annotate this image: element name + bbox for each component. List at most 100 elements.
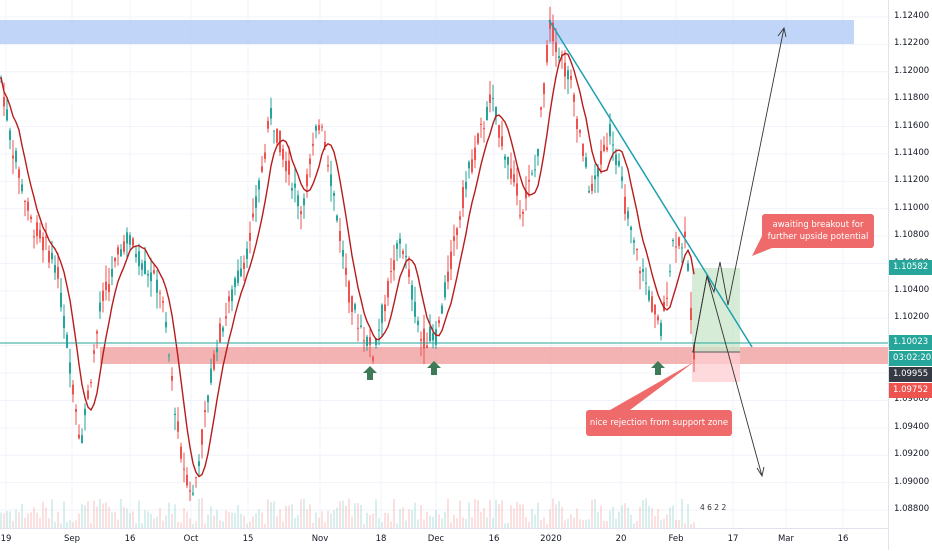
volume-bar: [252, 516, 254, 528]
candle-body: [255, 196, 257, 208]
candle-body: [459, 216, 461, 220]
candle-body: [468, 161, 470, 169]
volume-bar: [480, 512, 482, 528]
volume-bar: [282, 521, 284, 528]
time-axis[interactable]: [0, 528, 888, 551]
price-axis[interactable]: [888, 0, 932, 550]
volume-bar: [357, 503, 359, 528]
candle-body: [390, 271, 392, 273]
price-tick-label: 1.11000: [894, 202, 930, 213]
volume-bar: [384, 512, 386, 528]
candle-body: [177, 421, 179, 432]
candle-body: [45, 236, 47, 238]
candle-body: [288, 160, 290, 175]
rejection-note[interactable]: nice rejection from support zone: [586, 410, 732, 436]
volume-bar: [528, 521, 530, 528]
candle-body: [111, 268, 113, 277]
chart-canvas[interactable]: [0, 0, 888, 528]
volume-bar: [288, 505, 290, 528]
candle-body: [522, 211, 524, 214]
volume-bar: [315, 512, 317, 528]
candle-body: [375, 338, 377, 346]
price-tick-label: 1.11400: [894, 147, 930, 158]
candle-body: [183, 468, 185, 470]
volume-bar: [549, 509, 551, 528]
breakout-note[interactable]: awaiting breakout for further upside pot…: [762, 214, 874, 248]
volume-bar: [504, 523, 506, 528]
volume-bar: [69, 520, 71, 528]
candle-body: [147, 273, 149, 276]
candle-body: [366, 336, 368, 346]
candle-body: [210, 368, 212, 383]
volume-bar: [573, 517, 575, 528]
volume-bar: [459, 500, 461, 528]
volume-bar: [372, 513, 374, 528]
candle-body: [60, 292, 62, 308]
volume-bar: [489, 499, 491, 528]
volume-bar: [96, 506, 98, 528]
time-tick-label: Nov: [311, 534, 329, 544]
volume-bar: [78, 513, 80, 528]
bullish-arrowhead: [777, 26, 787, 38]
volume-bar: [429, 515, 431, 528]
candle-body: [336, 215, 338, 221]
volume-bar: [543, 517, 545, 528]
candle-body: [234, 278, 236, 288]
volume-bar: [192, 523, 194, 528]
volume-bar: [558, 501, 560, 528]
candle-body: [432, 333, 434, 341]
price-tick-label: 1.12200: [894, 38, 930, 49]
candle-body: [492, 97, 494, 99]
candle-body: [114, 257, 116, 262]
volume-bar: [273, 501, 275, 528]
candle-body: [138, 251, 140, 267]
volume-bar: [525, 517, 527, 528]
volume-bar: [684, 523, 686, 528]
volume-bar: [465, 519, 467, 528]
candle-body: [429, 326, 431, 342]
candle-body: [690, 307, 692, 321]
volume-bar: [423, 519, 425, 528]
volume-bar: [291, 504, 293, 528]
volume-bar: [567, 518, 569, 528]
volume-bar: [396, 523, 398, 528]
volume-bar: [264, 523, 266, 528]
volume-bar: [234, 513, 236, 528]
candle-body: [156, 279, 158, 293]
candle-body: [354, 304, 356, 310]
candle-body: [627, 211, 629, 219]
price-tick-label: 1.12400: [894, 11, 930, 21]
volume-bar: [561, 506, 563, 528]
candle-body: [612, 144, 614, 146]
volume-bar: [177, 521, 179, 528]
candle-body: [141, 263, 143, 270]
volume-bar: [327, 510, 329, 528]
volume-bar: [453, 514, 455, 528]
candle-body: [348, 281, 350, 303]
support-up-arrow-icon: [363, 366, 377, 380]
volume-bar: [108, 507, 110, 528]
candle-body: [117, 247, 119, 255]
candle-body: [186, 474, 188, 486]
volume-bar: [60, 523, 62, 528]
candle-body: [339, 230, 341, 241]
candle-body: [321, 126, 323, 128]
volume-bar: [285, 505, 287, 528]
volume-bar: [261, 512, 263, 528]
volume-bar: [9, 511, 11, 528]
volume-bar: [621, 505, 623, 528]
candle-body: [189, 490, 191, 492]
candle-body: [27, 201, 29, 211]
time-tick-label: 16: [837, 534, 849, 544]
volume-bar: [120, 499, 122, 528]
candle-body: [228, 296, 230, 302]
candle-body: [543, 83, 545, 95]
volume-bar: [441, 518, 443, 528]
time-tick-label: 20: [615, 534, 627, 544]
volume-bar: [267, 499, 269, 528]
support-up-arrow-icon: [427, 361, 441, 375]
candle-body: [501, 136, 503, 147]
candle-body: [582, 143, 584, 157]
volume-bar: [135, 523, 137, 528]
volume-bar: [642, 499, 644, 528]
